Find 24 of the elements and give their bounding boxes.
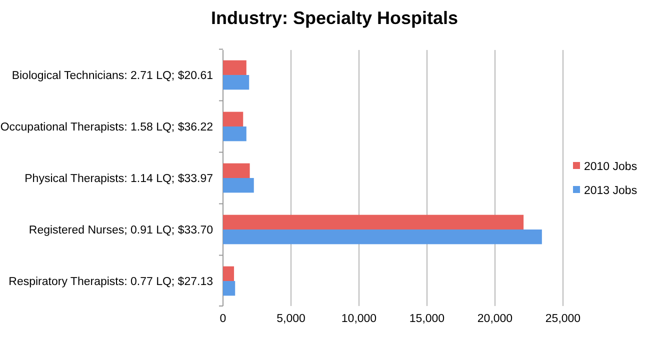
x-tick-label: 20,000	[477, 313, 513, 325]
bar	[223, 163, 250, 178]
y-tick-label: Biological Technicians: 2.71 LQ; $20.61	[12, 70, 213, 82]
chart-title: Industry: Specialty Hospitals	[210, 8, 458, 28]
bar	[223, 266, 234, 282]
x-tick-label: 10,000	[341, 313, 377, 325]
legend-label: 2013 Jobs	[584, 185, 638, 198]
legend-label: 2010 Jobs	[584, 161, 638, 174]
bar	[223, 178, 254, 193]
x-tick-label: 0	[220, 313, 226, 325]
bar	[223, 230, 542, 244]
bar	[223, 281, 236, 296]
y-tick-label: Registered Nurses; 0.91 LQ; $33.70	[28, 224, 213, 237]
x-tick-label: 25,000	[545, 313, 581, 325]
bar	[223, 74, 250, 90]
bar	[223, 214, 524, 230]
y-tick-label: Respiratory Therapists: 0.77 LQ; $27.13	[8, 276, 213, 288]
bar	[223, 126, 246, 142]
x-tick-label: 5,000	[276, 313, 306, 325]
y-tick-label: Occupational Therapists: 1.58 LQ; $36.22	[0, 122, 213, 134]
y-tick-label: Physical Therapists: 1.14 LQ; $33.97	[24, 173, 213, 186]
x-tick-label: 15,000	[409, 313, 445, 325]
bar	[223, 60, 246, 75]
bar	[223, 112, 244, 126]
